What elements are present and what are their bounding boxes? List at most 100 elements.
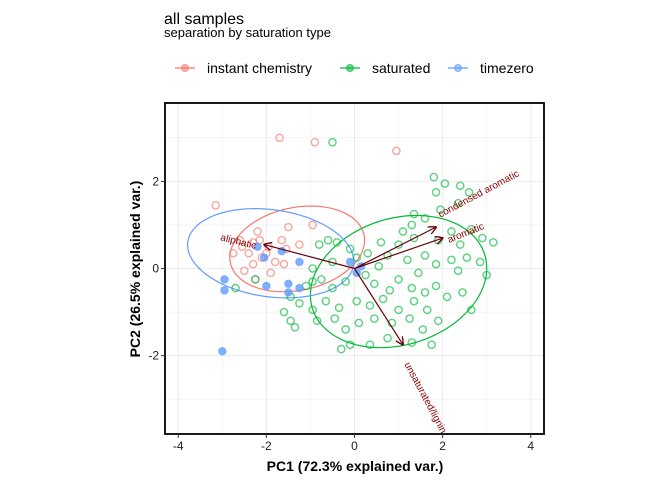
data-point (284, 279, 293, 289)
data-point (405, 314, 414, 323)
data-point (251, 275, 260, 284)
data-point (352, 253, 362, 262)
data-point (376, 238, 386, 247)
legend-label: timezero (480, 60, 534, 76)
series-saturated (231, 137, 498, 354)
data-point (262, 281, 271, 291)
data-point (295, 299, 304, 308)
series-instant-chemistry (211, 133, 401, 284)
data-point (248, 259, 258, 269)
data-point (383, 333, 392, 343)
data-point (462, 253, 472, 262)
loading-arrow-unsaturated-lignin (353, 268, 403, 345)
x-tick-label: 4 (527, 439, 534, 453)
x-axis-title: PC1 (72.3% explained var.) (267, 458, 444, 474)
data-point (420, 251, 430, 260)
data-point (336, 344, 346, 354)
data-point (407, 338, 417, 347)
data-point (284, 222, 293, 232)
data-point (341, 325, 350, 334)
ellipse-saturated (309, 214, 488, 349)
data-point (235, 235, 245, 245)
data-point (341, 277, 350, 286)
legend-key-point (180, 63, 190, 73)
grid (165, 103, 544, 434)
data-point (314, 240, 324, 249)
data-point (370, 279, 379, 289)
data-point (440, 179, 450, 188)
data-point (431, 187, 441, 197)
data-point (475, 257, 485, 267)
data-point (455, 181, 465, 191)
data-point (464, 187, 474, 197)
data-point (403, 255, 412, 265)
data-point (420, 288, 430, 297)
data-point (295, 240, 304, 249)
data-point (334, 303, 344, 312)
y-tick-label: 2 (152, 174, 159, 188)
data-point (433, 316, 443, 326)
y-axis-title: PC2 (26.5% explained var.) (127, 181, 143, 358)
data-point (211, 201, 220, 210)
data-point (489, 238, 498, 247)
data-point (290, 322, 300, 332)
legend-item-timezero: timezero (448, 60, 534, 76)
data-point (323, 235, 333, 245)
series-timezero (217, 242, 366, 356)
x-tick-label: 2 (439, 439, 446, 453)
data-point (447, 227, 456, 236)
data-point (478, 233, 487, 243)
data-point (378, 294, 388, 304)
data-point (229, 248, 238, 258)
data-point (352, 296, 362, 306)
data-point (253, 242, 262, 252)
loading-arrow-condensed-aromatic (354, 227, 437, 270)
data-point (277, 235, 287, 245)
data-point (240, 266, 249, 275)
data-point (308, 305, 317, 315)
data-point (420, 214, 430, 223)
data-point (453, 198, 463, 208)
data-point (345, 340, 355, 350)
data-point (328, 283, 337, 293)
data-point (365, 301, 375, 310)
data-point (370, 314, 379, 323)
data-point (312, 316, 322, 326)
data-point (442, 292, 452, 302)
loading-arrow-aromatic (354, 238, 443, 270)
legend-item-instant-chemistry: instant chemistry (175, 60, 312, 76)
data-point (453, 266, 463, 275)
data-point (354, 318, 364, 328)
data-point (431, 281, 441, 291)
data-point (248, 238, 258, 247)
loading-label: condensed aromatic (437, 168, 522, 220)
data-point (431, 259, 441, 269)
x-tick-label: -2 (261, 439, 272, 453)
data-point (482, 270, 492, 280)
data-point (409, 296, 419, 306)
data-point (398, 227, 408, 236)
data-point (321, 296, 331, 306)
data-point (345, 244, 355, 254)
data-point (422, 305, 432, 315)
data-point (407, 283, 417, 293)
data-point (418, 325, 428, 334)
data-point (409, 209, 419, 219)
data-point (429, 172, 439, 182)
legend-key-point (453, 63, 463, 73)
data-point (231, 283, 240, 293)
data-point (361, 270, 370, 280)
data-point (414, 268, 423, 278)
data-point (308, 277, 317, 286)
legend: instant chemistry saturated timezero (175, 60, 534, 76)
data-point (385, 285, 395, 295)
loading-arrow-aliphatic (264, 245, 355, 270)
data-point (266, 268, 276, 278)
data-point (392, 146, 401, 156)
data-point (295, 283, 304, 293)
y-tick-label: -2 (148, 349, 159, 363)
ellipse-instant-chemistry (229, 205, 366, 293)
data-point (220, 285, 229, 295)
data-point (279, 259, 289, 269)
